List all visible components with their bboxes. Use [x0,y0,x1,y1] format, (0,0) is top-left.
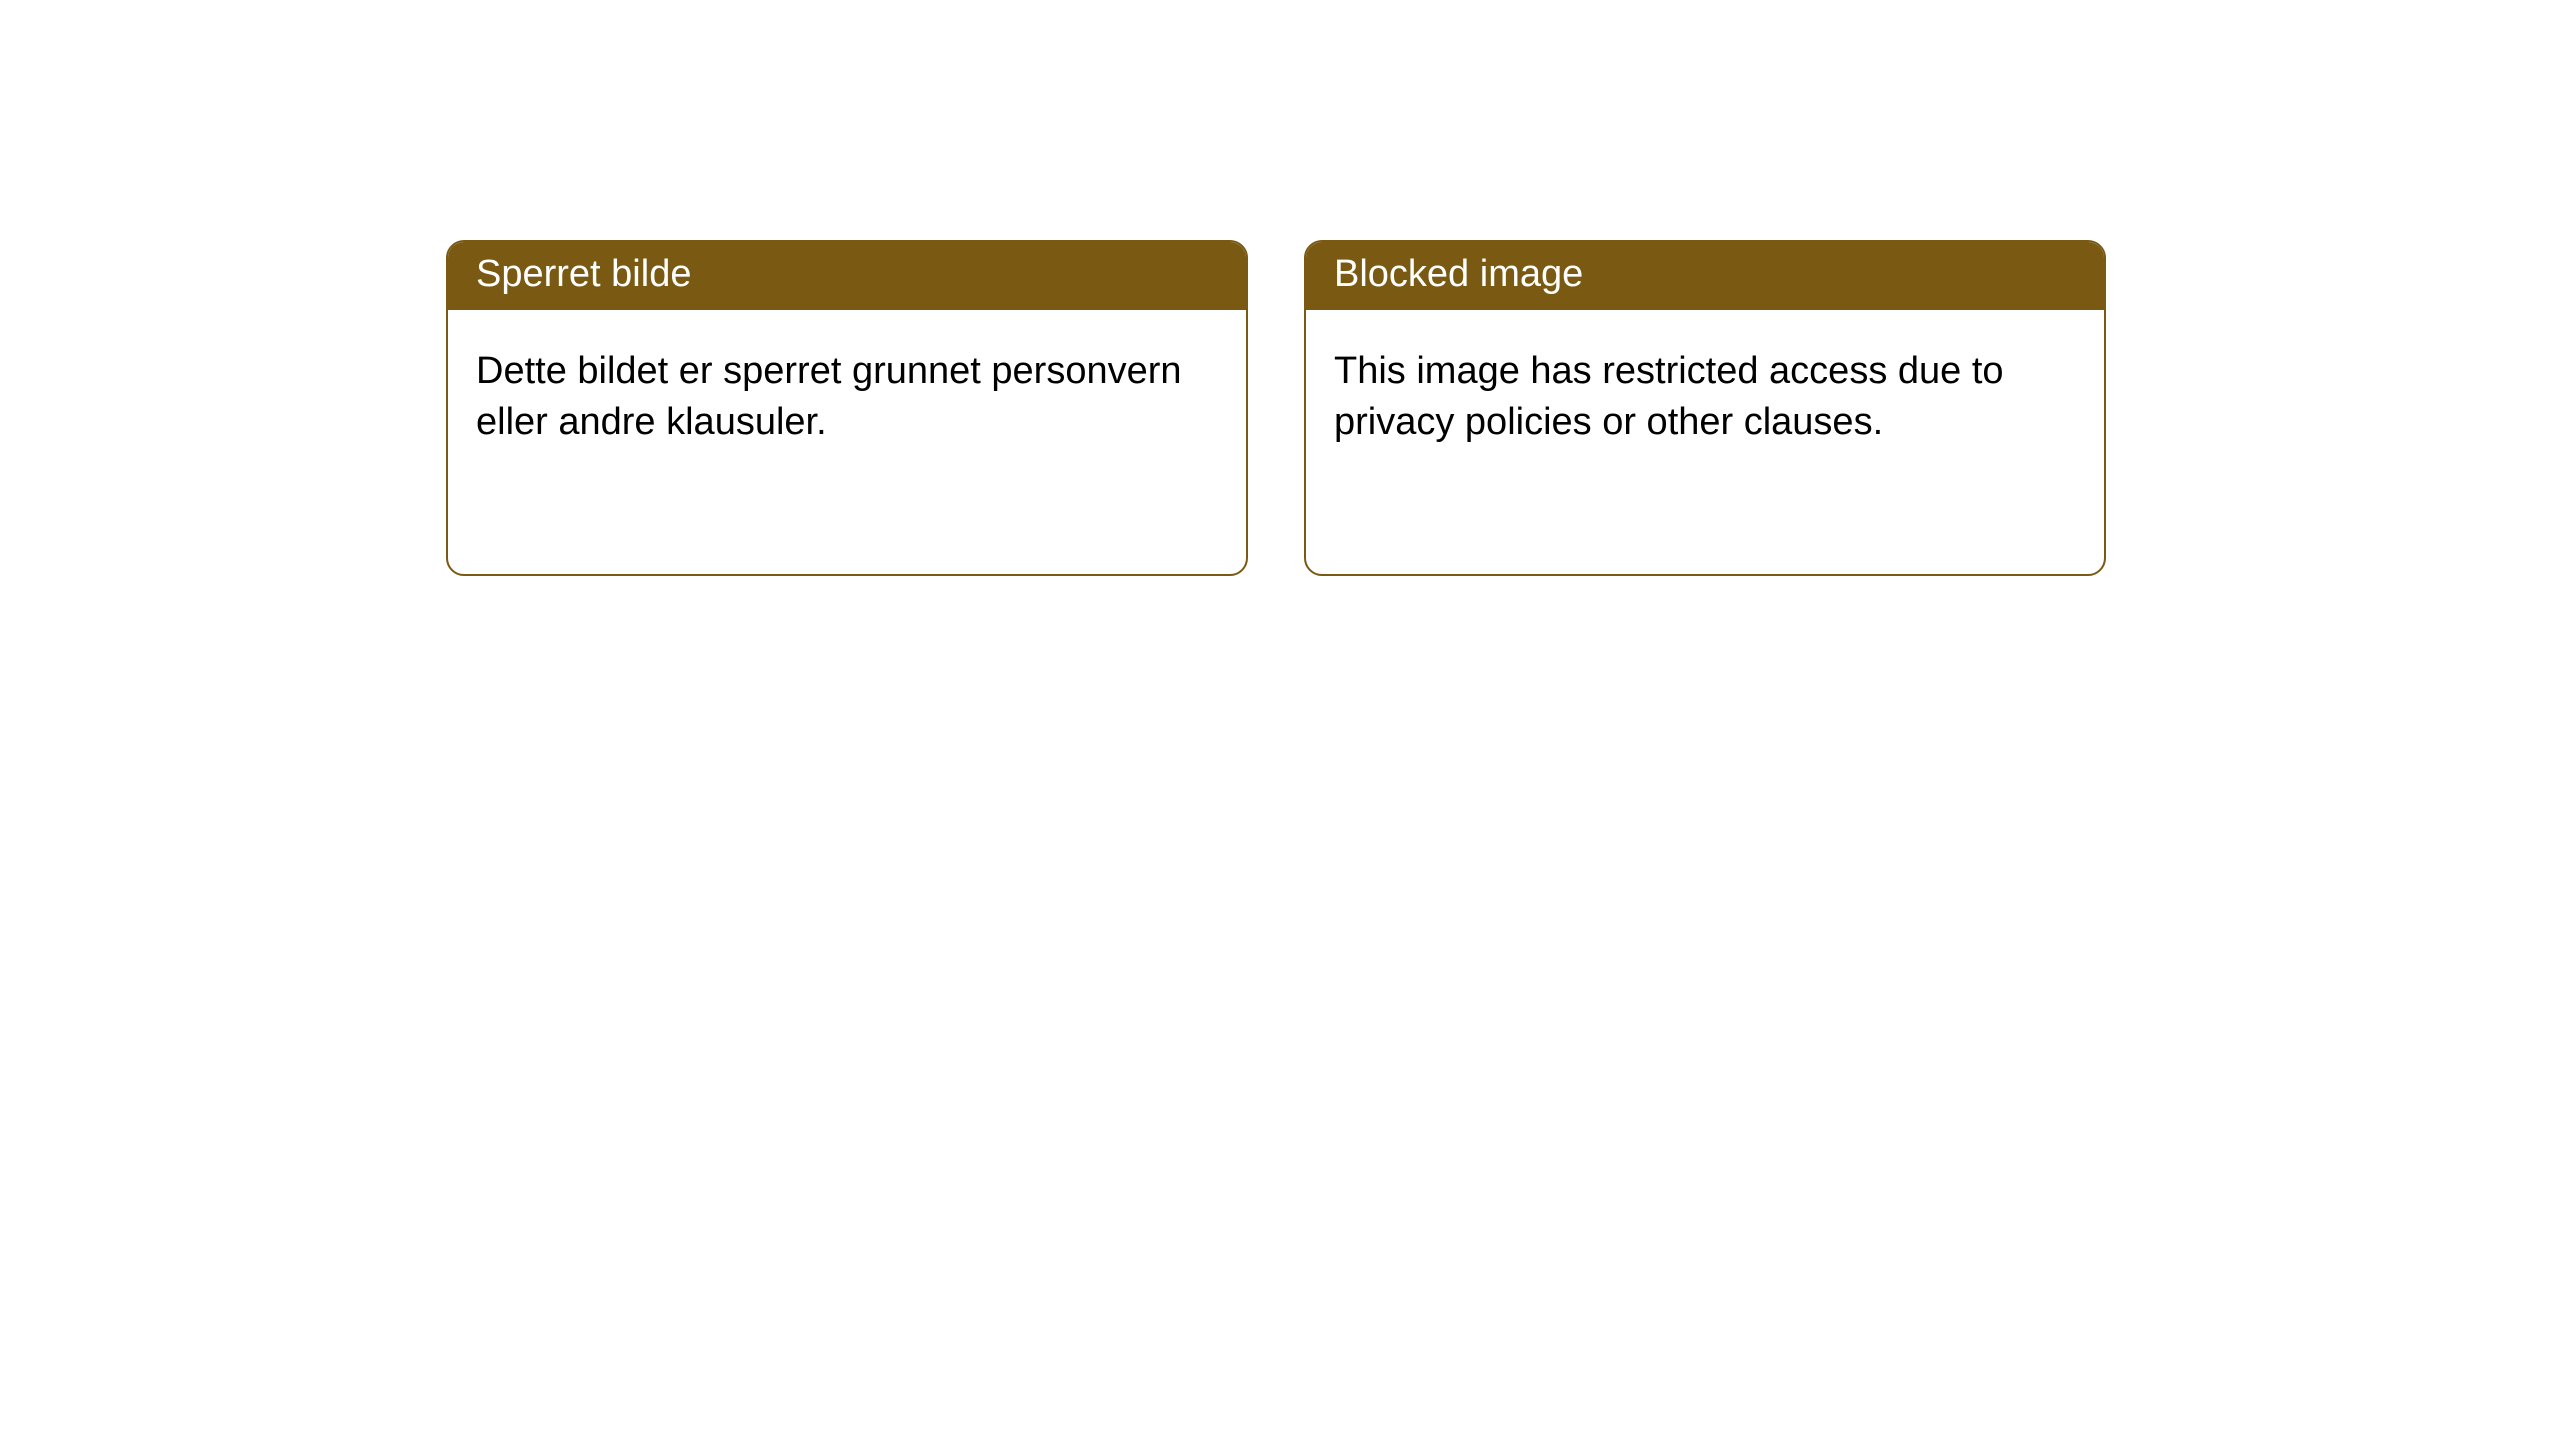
notice-card-body: This image has restricted access due to … [1306,310,2104,477]
notice-card-norwegian: Sperret bilde Dette bildet er sperret gr… [446,240,1248,576]
notice-card-body: Dette bildet er sperret grunnet personve… [448,310,1246,477]
notice-container: Sperret bilde Dette bildet er sperret gr… [0,0,2560,576]
notice-card-title: Sperret bilde [448,242,1246,310]
notice-card-title: Blocked image [1306,242,2104,310]
notice-card-english: Blocked image This image has restricted … [1304,240,2106,576]
